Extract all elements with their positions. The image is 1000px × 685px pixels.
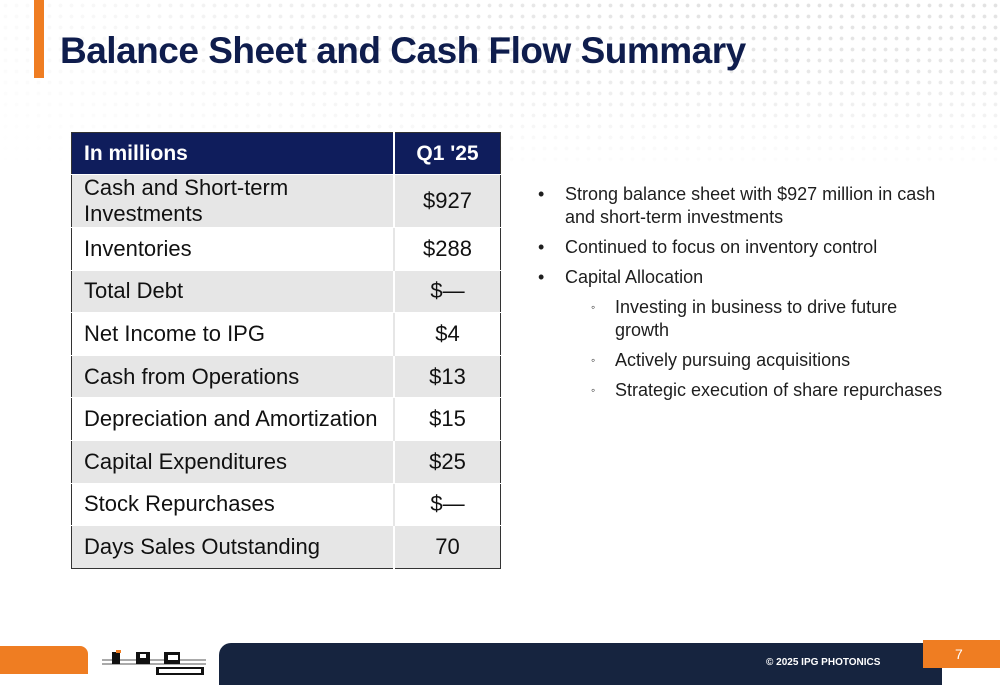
row-label: Inventories <box>71 227 394 271</box>
footer-bar <box>219 643 942 685</box>
sub-bullet-icon: ◦ <box>591 383 596 397</box>
sub-bullet-text: Strategic execution of share repurchases <box>615 380 943 400</box>
table-row: Stock Repurchases $— <box>71 482 501 526</box>
row-value: $25 <box>393 439 501 484</box>
bullet-item: • Capital Allocation <box>536 266 956 289</box>
row-label: Total Debt <box>71 269 394 313</box>
bullet-text: Strong balance sheet with $927 million i… <box>565 184 936 227</box>
sub-bullet-icon: ◦ <box>591 353 596 367</box>
bullet-icon: • <box>538 267 545 287</box>
table-row: Days Sales Outstanding 70 <box>71 525 501 569</box>
row-value: $4 <box>393 312 501 356</box>
bullet-item: • Strong balance sheet with $927 million… <box>536 183 956 229</box>
table-row: Cash and Short-term Investments $927 <box>71 174 501 228</box>
page-number: 7 <box>955 646 963 662</box>
row-value: $— <box>393 269 501 313</box>
table-row: Total Debt $— <box>71 269 501 313</box>
ipg-photonics-logo <box>102 650 206 675</box>
table-row: Inventories $288 <box>71 227 501 271</box>
sub-bullet-text: Investing in business to drive future gr… <box>615 297 898 340</box>
bullet-icon: • <box>538 184 545 204</box>
table-row: Net Income to IPG $4 <box>71 312 501 356</box>
table-header-label: In millions <box>71 132 394 175</box>
row-label: Depreciation and Amortization <box>71 397 394 441</box>
footer-accent-left <box>0 646 88 674</box>
bullet-icon: • <box>538 237 545 257</box>
table-row: Cash from Operations $13 <box>71 354 501 398</box>
footer-copyright: © 2025 IPG PHOTONICS <box>766 657 881 668</box>
row-label: Days Sales Outstanding <box>71 525 394 569</box>
balance-sheet-table: In millions Q1 '25 Cash and Short-term I… <box>71 132 501 569</box>
slide-title: Balance Sheet and Cash Flow Summary <box>60 30 746 71</box>
bullet-text: Capital Allocation <box>565 267 704 287</box>
title-accent-bar <box>34 0 44 78</box>
table-row: Capital Expenditures $25 <box>71 439 501 484</box>
row-value: $927 <box>393 174 501 228</box>
row-value: $— <box>393 482 501 526</box>
bullet-item: • Continued to focus on inventory contro… <box>536 236 956 259</box>
sub-bullet-icon: ◦ <box>591 300 596 314</box>
row-value: $13 <box>393 354 501 398</box>
row-value: $15 <box>393 397 501 441</box>
summary-bullet-list: • Strong balance sheet with $927 million… <box>536 183 956 409</box>
sub-bullet-item: ◦ Strategic execution of share repurchas… <box>536 379 956 402</box>
table-header-period: Q1 '25 <box>393 132 501 175</box>
sub-bullet-item: ◦ Investing in business to drive future … <box>536 296 956 342</box>
row-label: Cash from Operations <box>71 354 394 398</box>
row-label: Net Income to IPG <box>71 312 394 356</box>
sub-bullet-text: Actively pursuing acquisitions <box>615 350 851 370</box>
row-label: Stock Repurchases <box>71 482 394 526</box>
sub-bullet-item: ◦ Actively pursuing acquisitions <box>536 349 956 372</box>
row-label: Capital Expenditures <box>71 439 394 484</box>
row-value: 70 <box>393 525 501 569</box>
row-value: $288 <box>393 227 501 271</box>
row-label: Cash and Short-term Investments <box>71 174 394 228</box>
bullet-text: Continued to focus on inventory control <box>565 237 878 257</box>
page-number-box <box>923 640 1000 668</box>
table-row: Depreciation and Amortization $15 <box>71 397 501 441</box>
table-header-row: In millions Q1 '25 <box>71 132 501 175</box>
